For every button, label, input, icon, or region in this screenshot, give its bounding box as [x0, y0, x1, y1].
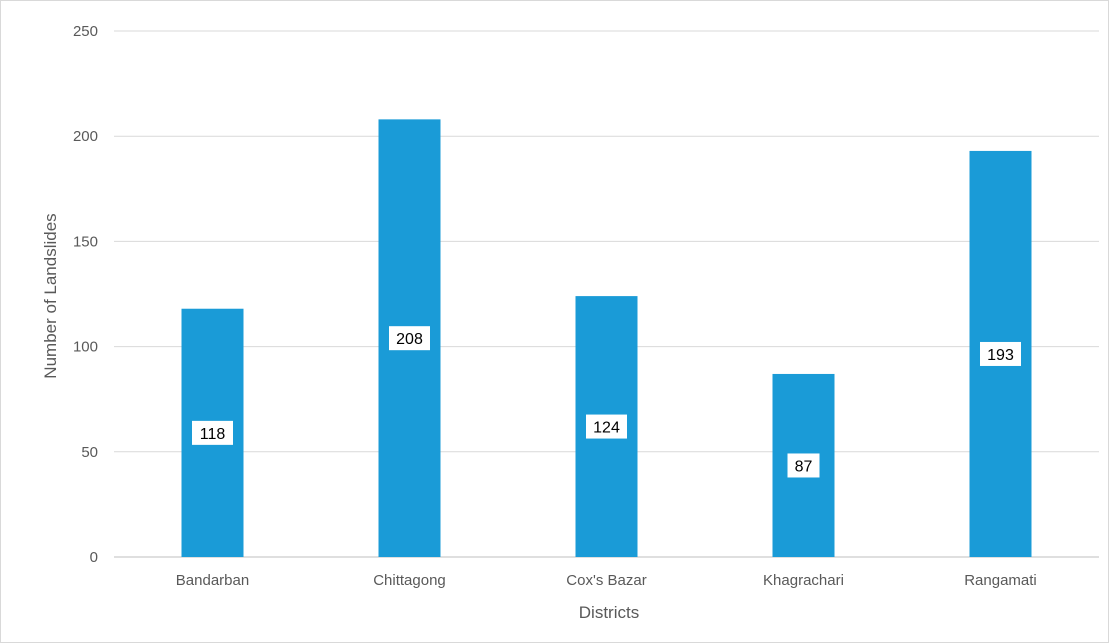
data-label: 118 [200, 426, 226, 443]
x-axis-ticks: Bandarban Chittagong Cox's Bazar Khagrachar… [176, 572, 1037, 589]
x-tick-label: Cox's Bazar [566, 572, 646, 589]
data-label: 87 [795, 458, 813, 475]
data-labels: 118 208 124 87 193 [192, 326, 1021, 478]
x-tick-label: Chittagong [373, 572, 446, 589]
data-label-box [586, 414, 627, 439]
y-axis-title: Number of Landslides [41, 213, 60, 378]
data-label-box [980, 341, 1021, 366]
x-tick-label: Rangamati [964, 572, 1037, 589]
y-tick-label: 0 [90, 549, 98, 566]
data-label-box [192, 420, 233, 445]
bars [181, 119, 1032, 558]
x-tick-label: Khagrachari [763, 572, 844, 589]
data-label-box [389, 326, 430, 351]
y-axis-ticks: 0 50 100 150 200 250 [73, 23, 98, 566]
x-tick-label: Bandarban [176, 572, 249, 589]
data-label: 124 [593, 420, 620, 437]
y-tick-label: 100 [73, 339, 98, 356]
y-tick-label: 50 [81, 444, 98, 461]
y-tick-label: 250 [73, 23, 98, 40]
y-tick-label: 200 [73, 128, 98, 145]
y-tick-label: 150 [73, 233, 98, 250]
data-label-box [787, 453, 820, 478]
data-label: 193 [987, 347, 1014, 364]
x-axis-title: Districts [579, 603, 639, 622]
data-label: 208 [396, 331, 423, 348]
